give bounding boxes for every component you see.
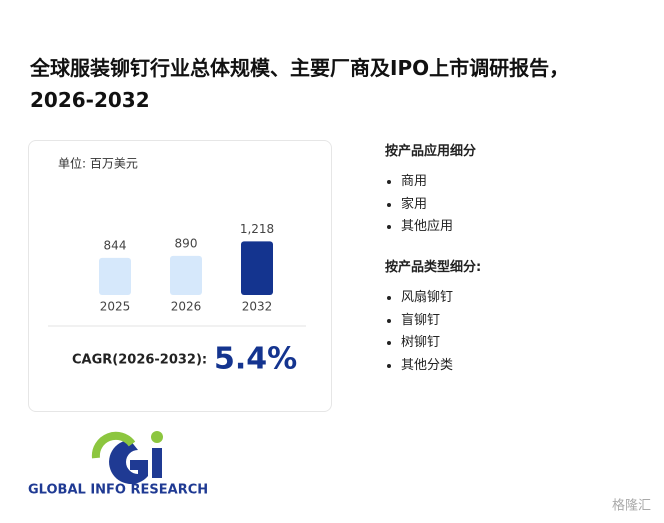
segment-item: 商用 <box>401 171 476 194</box>
report-title: 全球服装铆钉行业总体规模、主要厂商及IPO上市调研报告，2026-2032 <box>30 56 570 112</box>
logo: GLOBAL INFO RESEARCH <box>28 431 208 498</box>
segment-item: 其他分类 <box>401 355 481 378</box>
segment-item: 树铆钉 <box>401 332 481 355</box>
segment: 按产品类型细分: 风扇铆钉盲铆钉树铆钉其他分类 <box>385 256 481 377</box>
segment: 按产品应用细分商用家用其他应用 <box>385 140 476 239</box>
value-label: 1,218 <box>240 222 274 236</box>
watermark: 格隆汇 <box>612 498 651 514</box>
logo-dot <box>151 431 163 443</box>
segment-item: 家用 <box>401 194 476 217</box>
x-tick-label: 2032 <box>242 300 273 314</box>
cagr-label: CAGR(2026-2032): <box>72 353 207 368</box>
bar <box>99 257 131 295</box>
value-label: 890 <box>175 236 198 250</box>
segment-list: 商用家用其他应用 <box>385 171 476 239</box>
x-tick-label: 2025 <box>100 300 131 314</box>
unit-label: 单位: 百万美元 <box>58 156 138 171</box>
bar <box>241 241 273 295</box>
segment-item: 其他应用 <box>401 216 476 239</box>
logo-text: GLOBAL INFO RESEARCH <box>28 483 208 498</box>
segment-heading: 按产品类型细分: <box>385 260 482 275</box>
logo-g <box>109 440 148 484</box>
chart-card <box>28 140 332 412</box>
segment-list: 风扇铆钉盲铆钉树铆钉其他分类 <box>385 287 481 377</box>
segment-item: 风扇铆钉 <box>401 287 481 310</box>
bar <box>170 255 202 295</box>
logo-arc <box>91 431 136 459</box>
cagr-value: 5.4% <box>214 342 297 377</box>
x-tick-label: 2026 <box>171 300 202 314</box>
segment-heading: 按产品应用细分 <box>385 144 477 159</box>
value-label: 844 <box>104 238 127 252</box>
segment-item: 盲铆钉 <box>401 310 481 333</box>
logo-i <box>152 448 162 478</box>
